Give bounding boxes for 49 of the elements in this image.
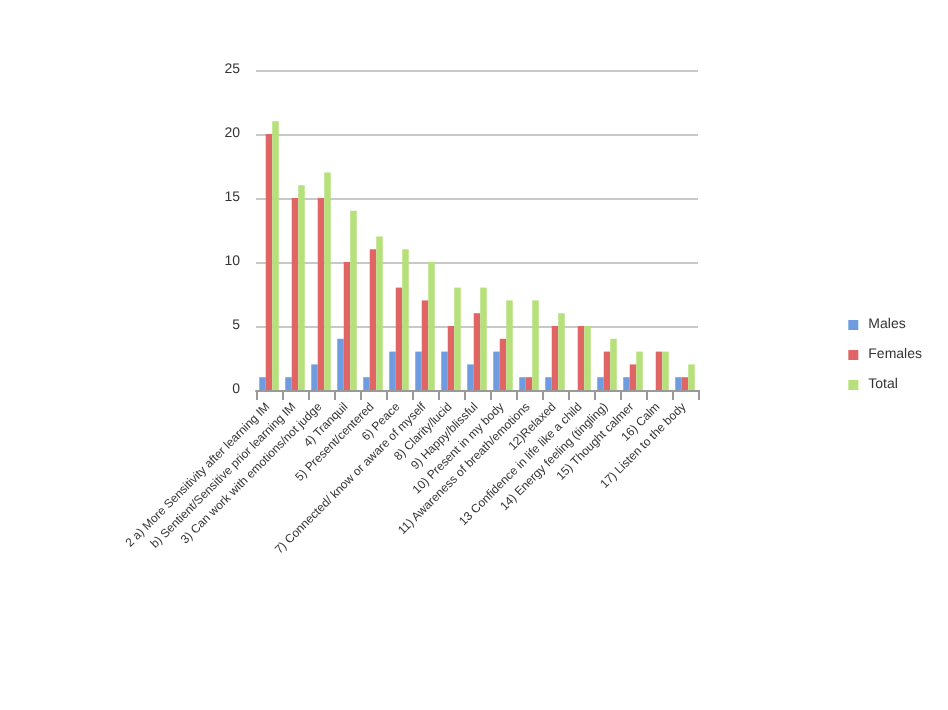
bar [499, 338, 507, 390]
bar [688, 364, 695, 390]
bar [629, 364, 637, 390]
bar [623, 377, 630, 390]
bar [655, 351, 663, 390]
bar [532, 300, 539, 390]
bar [506, 300, 513, 390]
bar [337, 338, 344, 390]
bar [447, 326, 455, 390]
bar [311, 364, 318, 390]
bar [317, 198, 325, 390]
bar [636, 351, 643, 390]
bar [350, 210, 357, 390]
bar [265, 134, 273, 390]
bar [675, 377, 682, 390]
bar [597, 377, 604, 390]
bar [525, 377, 533, 390]
bar [421, 300, 429, 390]
bar [369, 249, 377, 390]
bar [428, 262, 435, 390]
bar [415, 351, 422, 390]
bar [558, 313, 565, 390]
bar [584, 326, 591, 390]
bar [363, 377, 370, 390]
bar [454, 287, 461, 390]
bar [402, 249, 409, 390]
bar [343, 262, 351, 390]
bar [551, 326, 559, 390]
bar [610, 338, 617, 390]
bar [324, 172, 331, 390]
bar [441, 351, 448, 390]
bar [389, 351, 396, 390]
bar [395, 287, 403, 390]
bar [493, 351, 500, 390]
bar [681, 377, 689, 390]
bar [291, 198, 299, 390]
bar [272, 121, 279, 390]
bar [577, 326, 585, 390]
bar [519, 377, 526, 390]
bar [603, 351, 611, 390]
bar [662, 351, 669, 390]
bar [259, 377, 266, 390]
bar [298, 185, 305, 390]
bar [467, 364, 474, 390]
bar [473, 313, 481, 390]
bar [480, 287, 487, 390]
bar [545, 377, 552, 390]
bar [285, 377, 292, 390]
bar [376, 236, 383, 390]
